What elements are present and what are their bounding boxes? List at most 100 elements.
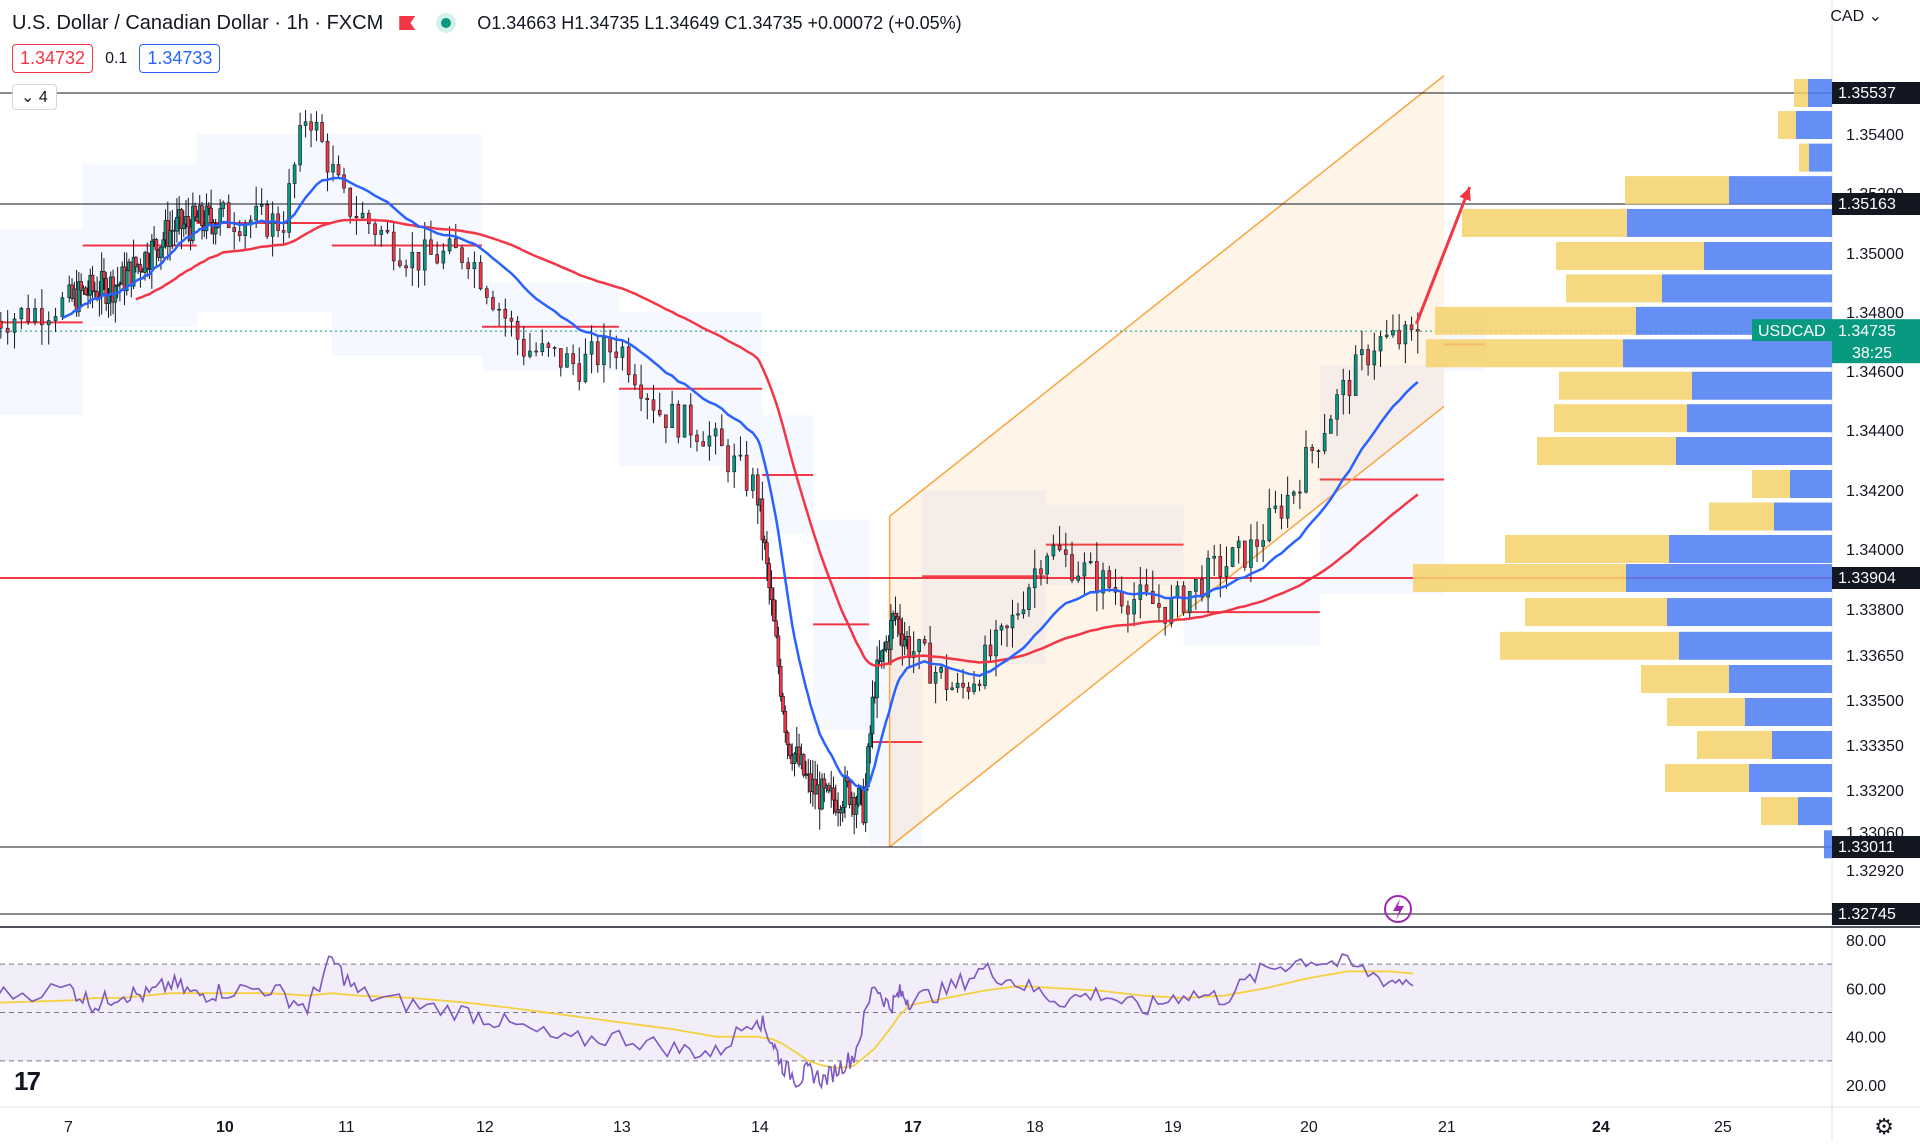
sell-button[interactable]: 1.34732 bbox=[12, 44, 94, 73]
volume-profile-up-bar bbox=[1413, 564, 1626, 592]
candle-body bbox=[209, 207, 213, 223]
candle-body bbox=[577, 363, 582, 382]
tradingview-logo[interactable]: 17 bbox=[14, 1066, 41, 1096]
candle-body bbox=[1187, 591, 1192, 613]
candle-body bbox=[558, 348, 563, 368]
level-price-value: 1.33011 bbox=[1838, 839, 1895, 856]
candle-body bbox=[309, 121, 313, 131]
candle-body bbox=[732, 455, 737, 473]
candle-body bbox=[1391, 330, 1395, 336]
candle-body bbox=[701, 441, 705, 447]
candle-body bbox=[907, 636, 912, 659]
candle-body bbox=[1347, 379, 1352, 396]
candle-body bbox=[379, 229, 384, 235]
candle-body bbox=[767, 563, 772, 589]
candle-body bbox=[688, 404, 693, 436]
candle-body bbox=[179, 209, 184, 230]
candle-body bbox=[237, 231, 242, 236]
volume-profile-up-bar bbox=[1697, 731, 1772, 759]
buy-button[interactable]: 1.34733 bbox=[139, 44, 221, 73]
indicators-toggle[interactable]: ⌄ 4 bbox=[12, 84, 57, 110]
candle-body bbox=[325, 141, 330, 173]
candle-body bbox=[204, 205, 209, 232]
candle-body bbox=[868, 733, 873, 748]
volume-profile-up-bar bbox=[1752, 470, 1790, 498]
candle-body bbox=[933, 671, 938, 684]
candle-body bbox=[354, 215, 359, 219]
candle-body bbox=[765, 542, 769, 564]
candle-body bbox=[497, 308, 501, 311]
candle-body bbox=[292, 164, 297, 184]
candle-body bbox=[33, 308, 37, 322]
candle-body bbox=[124, 270, 129, 292]
candle-body bbox=[460, 247, 464, 263]
candle-body bbox=[870, 696, 875, 735]
volume-profile-up-bar bbox=[1778, 111, 1796, 140]
candle-body bbox=[191, 205, 195, 241]
candle-body bbox=[360, 212, 365, 219]
candle-body bbox=[5, 327, 10, 333]
candle-body bbox=[695, 434, 699, 442]
candle-body bbox=[571, 353, 575, 364]
gear-icon[interactable]: ⚙ bbox=[1874, 1114, 1894, 1139]
rsi-ma-line bbox=[0, 970, 1414, 1070]
trade-buttons: 1.34732 0.1 1.34733 bbox=[12, 44, 221, 73]
time-axis-tick: 21 bbox=[1438, 1119, 1456, 1136]
candle-body bbox=[404, 265, 408, 269]
candle-body bbox=[1005, 625, 1009, 629]
candle-body bbox=[1163, 606, 1167, 624]
flag-icon[interactable] bbox=[399, 16, 416, 30]
chevron-down-icon: ⌄ bbox=[1868, 8, 1882, 25]
candle-body bbox=[676, 403, 681, 438]
candle-body bbox=[939, 667, 943, 673]
candle-body bbox=[670, 403, 674, 428]
candle-body bbox=[491, 297, 495, 310]
volume-profile-up-bar bbox=[1525, 598, 1667, 627]
volume-profile-up-bar bbox=[1625, 176, 1729, 205]
ema-slow-line bbox=[135, 218, 1419, 667]
candle-body bbox=[608, 337, 612, 353]
lightning-icon[interactable] bbox=[1384, 895, 1412, 923]
candle-body bbox=[1249, 539, 1253, 568]
volume-profile-up-bar bbox=[1794, 79, 1808, 107]
level-price-label bbox=[1832, 836, 1920, 858]
candle-body bbox=[221, 202, 226, 209]
time-axis-tick: 11 bbox=[338, 1119, 355, 1136]
symbol-title[interactable]: U.S. Dollar / Canadian Dollar · 1h · FXC… bbox=[12, 11, 384, 34]
ohlc-readout: O1.34663 H1.34735 L1.34649 C1.34735 +0.0… bbox=[477, 12, 962, 33]
candle-body bbox=[134, 256, 138, 268]
candle-body bbox=[854, 803, 859, 815]
price-axis-tick: 1.34800 bbox=[1846, 305, 1904, 322]
rsi-axis-tick: 60.00 bbox=[1846, 981, 1886, 998]
currency-selector[interactable]: CAD ⌄ bbox=[1830, 6, 1882, 26]
candle-body bbox=[856, 787, 861, 805]
volume-profile-up-bar bbox=[1566, 274, 1662, 303]
time-axis-tick: 12 bbox=[476, 1119, 494, 1136]
candle-body bbox=[1101, 570, 1105, 594]
candle-body bbox=[1353, 354, 1358, 396]
candle-body bbox=[744, 454, 749, 491]
time-axis-tick: 13 bbox=[613, 1119, 631, 1136]
candle-body bbox=[1206, 557, 1210, 598]
candle-body bbox=[776, 635, 781, 667]
candle-body bbox=[589, 341, 594, 355]
candle-body bbox=[950, 687, 954, 690]
price-axis-tick: 1.34600 bbox=[1846, 364, 1904, 381]
candle-body bbox=[664, 414, 668, 428]
candle-body bbox=[822, 778, 827, 789]
time-axis-tick: 17 bbox=[904, 1119, 922, 1136]
candle-body bbox=[521, 338, 526, 357]
candle-body bbox=[1243, 540, 1247, 568]
current-price-label bbox=[1832, 319, 1920, 364]
candle-body bbox=[882, 648, 886, 652]
candle-body bbox=[1064, 549, 1068, 555]
rsi-axis-tick: 80.00 bbox=[1846, 933, 1886, 950]
candle-body bbox=[1095, 561, 1099, 594]
candle-body bbox=[200, 205, 204, 226]
volume-profile-up-bar bbox=[1556, 241, 1704, 270]
candle-body bbox=[1403, 324, 1408, 345]
candle-body bbox=[1194, 579, 1198, 592]
candle-body bbox=[843, 777, 847, 808]
